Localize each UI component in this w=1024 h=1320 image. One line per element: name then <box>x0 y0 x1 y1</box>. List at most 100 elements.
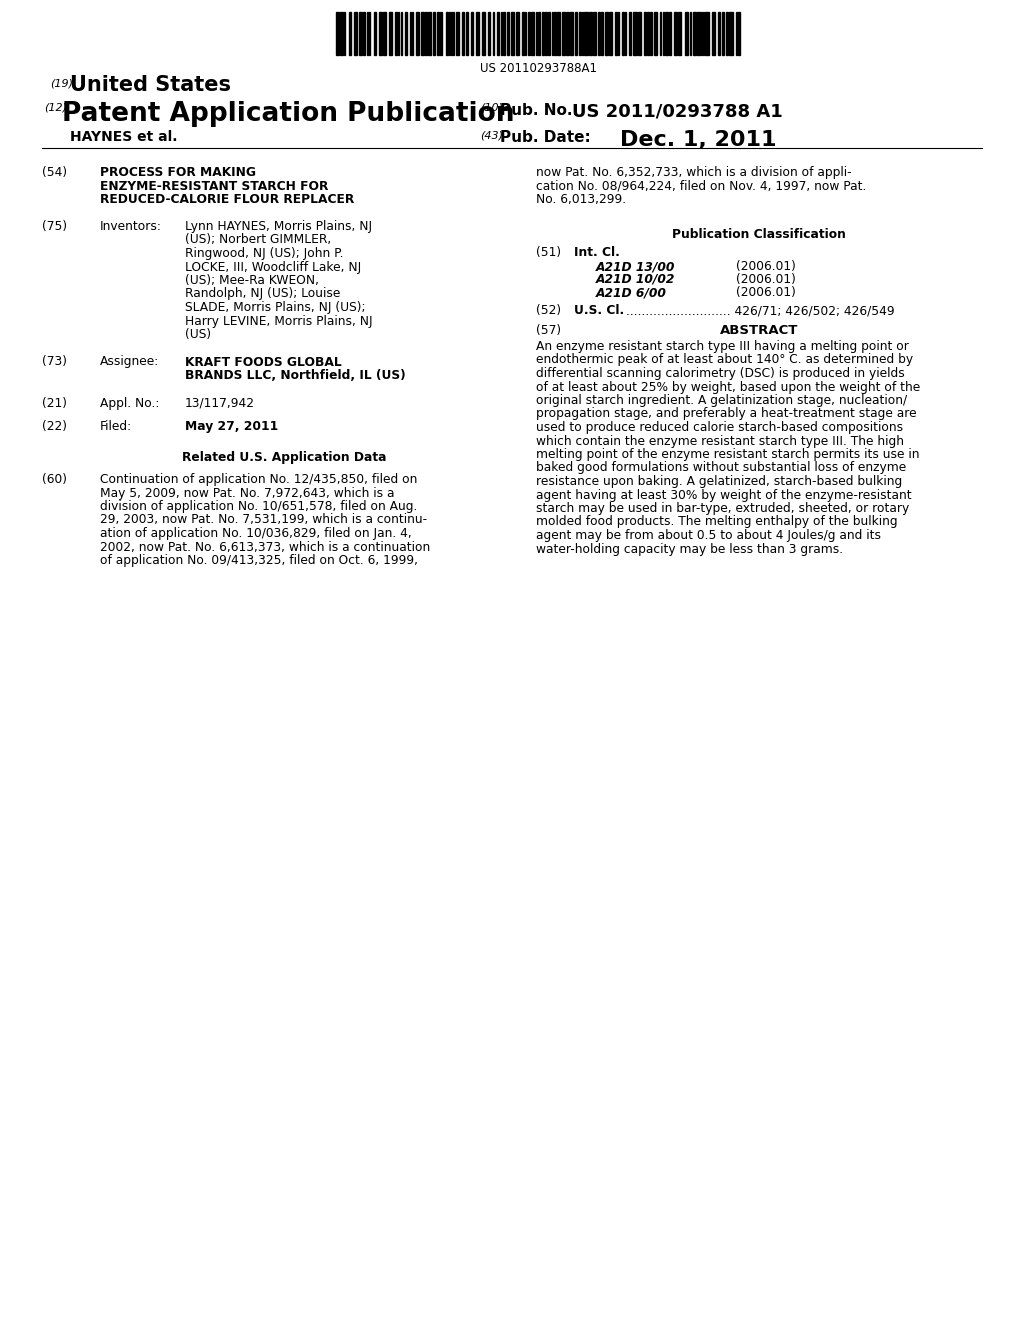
Bar <box>598 12 600 55</box>
Bar <box>583 12 584 55</box>
Bar <box>617 12 618 55</box>
Bar <box>630 12 632 55</box>
Text: (57): (57) <box>536 323 561 337</box>
Bar <box>585 12 588 55</box>
Bar <box>738 12 740 55</box>
Text: agent having at least 30% by weight of the enzyme-resistant: agent having at least 30% by weight of t… <box>536 488 911 502</box>
Bar <box>729 12 732 55</box>
Text: (2006.01): (2006.01) <box>736 273 796 286</box>
Text: (75): (75) <box>42 220 68 234</box>
Bar <box>634 12 637 55</box>
Text: melting point of the enzyme resistant starch permits its use in: melting point of the enzyme resistant st… <box>536 447 920 461</box>
Bar <box>565 12 568 55</box>
Bar <box>589 12 592 55</box>
Text: (2006.01): (2006.01) <box>736 286 796 300</box>
Bar <box>537 12 538 55</box>
Text: original starch ingredient. A gelatinization stage, nucleation/: original starch ingredient. A gelatiniza… <box>536 393 907 407</box>
Bar <box>697 12 700 55</box>
Text: May 5, 2009, now Pat. No. 7,972,643, which is a: May 5, 2009, now Pat. No. 7,972,643, whi… <box>100 487 394 499</box>
Text: (US): (US) <box>185 327 211 341</box>
Bar <box>488 12 490 55</box>
Bar <box>609 12 611 55</box>
Text: Pub. No.:: Pub. No.: <box>500 103 579 117</box>
Bar <box>467 12 468 55</box>
Text: Assignee:: Assignee: <box>100 355 160 368</box>
Bar <box>605 12 608 55</box>
Bar <box>552 12 553 55</box>
Bar <box>471 12 473 55</box>
Bar <box>525 12 526 55</box>
Text: Harry LEVINE, Morris Plains, NJ: Harry LEVINE, Morris Plains, NJ <box>185 314 373 327</box>
Bar <box>614 12 616 55</box>
Text: resistance upon baking. A gelatinized, starch-based bulking: resistance upon baking. A gelatinized, s… <box>536 475 902 488</box>
Bar <box>638 12 641 55</box>
Text: (US); Mee-Ra KWEON,: (US); Mee-Ra KWEON, <box>185 275 319 286</box>
Text: Patent Application Publication: Patent Application Publication <box>62 102 514 127</box>
Text: propagation stage, and preferably a heat-treatment stage are: propagation stage, and preferably a heat… <box>536 408 916 421</box>
Bar <box>445 12 447 55</box>
Bar <box>539 12 540 55</box>
Text: A21D 6/00: A21D 6/00 <box>596 286 667 300</box>
Bar <box>562 12 564 55</box>
Bar <box>515 12 518 55</box>
Text: U.S. Cl.: U.S. Cl. <box>574 304 625 317</box>
Text: PROCESS FOR MAKING: PROCESS FOR MAKING <box>100 166 256 180</box>
Bar <box>701 12 702 55</box>
Text: agent may be from about 0.5 to about 4 Joules/g and its: agent may be from about 0.5 to about 4 J… <box>536 529 881 543</box>
Text: US 2011/0293788 A1: US 2011/0293788 A1 <box>572 103 782 121</box>
Bar <box>453 12 454 55</box>
Bar <box>545 12 547 55</box>
Bar <box>440 12 442 55</box>
Bar <box>575 12 578 55</box>
Text: (60): (60) <box>42 473 67 486</box>
Bar <box>654 12 657 55</box>
Bar <box>522 12 524 55</box>
Text: (10): (10) <box>480 103 503 114</box>
Bar <box>425 12 427 55</box>
Bar <box>449 12 450 55</box>
Text: REDUCED-CALORIE FLOUR REPLACER: REDUCED-CALORIE FLOUR REPLACER <box>100 193 354 206</box>
Bar <box>497 12 499 55</box>
Text: of application No. 09/413,325, filed on Oct. 6, 1999,: of application No. 09/413,325, filed on … <box>100 554 418 568</box>
Text: A21D 13/00: A21D 13/00 <box>596 260 676 273</box>
Bar <box>593 12 596 55</box>
Text: (12): (12) <box>44 103 67 114</box>
Bar <box>400 12 401 55</box>
Bar <box>726 12 728 55</box>
Bar <box>503 12 505 55</box>
Bar <box>542 12 544 55</box>
Text: (51): (51) <box>536 246 561 259</box>
Text: ENZYME-RESISTANT STARCH FOR: ENZYME-RESISTANT STARCH FOR <box>100 180 329 193</box>
Bar <box>690 12 691 55</box>
Bar <box>421 12 424 55</box>
Text: BRANDS LLC, Northfield, IL (US): BRANDS LLC, Northfield, IL (US) <box>185 370 406 381</box>
Bar <box>493 12 494 55</box>
Text: Related U.S. Application Data: Related U.S. Application Data <box>181 451 386 465</box>
Text: differential scanning calorimetry (DSC) is produced in yields: differential scanning calorimetry (DSC) … <box>536 367 905 380</box>
Text: May 27, 2011: May 27, 2011 <box>185 420 279 433</box>
Text: starch may be used in bar-type, extruded, sheeted, or rotary: starch may be used in bar-type, extruded… <box>536 502 909 515</box>
Bar <box>531 12 535 55</box>
Bar <box>511 12 514 55</box>
Bar <box>501 12 502 55</box>
Bar <box>413 12 414 55</box>
Text: baked good formulations without substantial loss of enzyme: baked good formulations without substant… <box>536 462 906 474</box>
Bar <box>557 12 560 55</box>
Bar <box>368 12 369 55</box>
Bar <box>569 12 572 55</box>
Bar <box>712 12 715 55</box>
Bar <box>417 12 420 55</box>
Text: Appl. No.:: Appl. No.: <box>100 396 160 409</box>
Text: (52): (52) <box>536 304 561 317</box>
Text: SLADE, Morris Plains, NJ (US);: SLADE, Morris Plains, NJ (US); <box>185 301 366 314</box>
Text: used to produce reduced calorie starch-based compositions: used to produce reduced calorie starch-b… <box>536 421 903 434</box>
Bar <box>580 12 582 55</box>
Bar <box>389 12 392 55</box>
Text: A21D 10/02: A21D 10/02 <box>596 273 676 286</box>
Text: endothermic peak of at least about 140° C. as determined by: endothermic peak of at least about 140° … <box>536 354 913 367</box>
Bar <box>437 12 439 55</box>
Bar <box>364 12 366 55</box>
Text: Inventors:: Inventors: <box>100 220 162 234</box>
Text: An enzyme resistant starch type III having a melting point or: An enzyme resistant starch type III havi… <box>536 341 909 352</box>
Bar <box>359 12 362 55</box>
